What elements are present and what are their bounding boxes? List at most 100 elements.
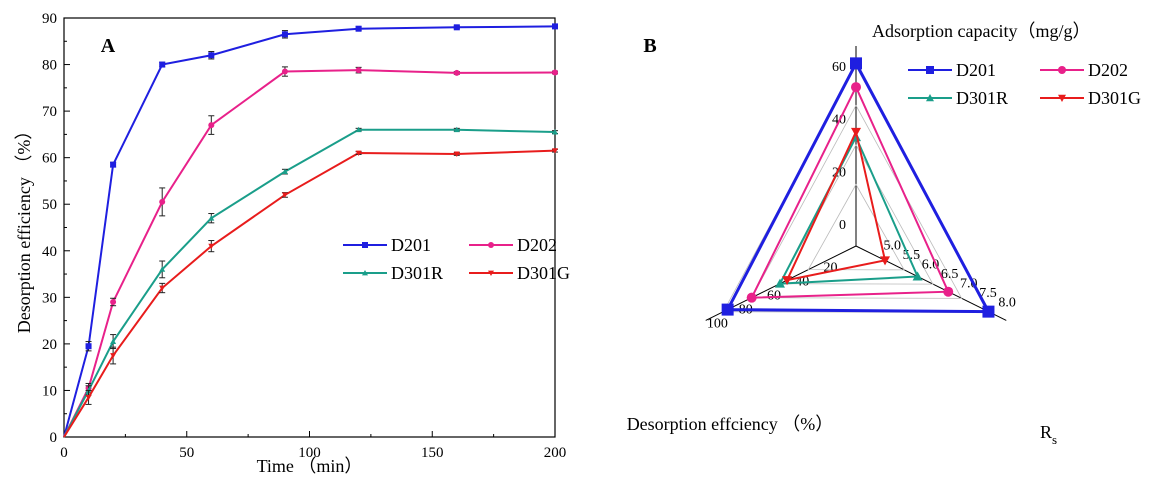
data-point bbox=[159, 198, 166, 205]
data-point bbox=[552, 23, 558, 30]
legend-marker bbox=[488, 270, 494, 276]
data-point bbox=[355, 150, 362, 157]
legend-marker bbox=[926, 94, 934, 102]
radar-series-d301r bbox=[774, 132, 923, 288]
legend-label: D301G bbox=[1088, 88, 1141, 108]
radar-axis-title-desorption: Desorption effciency （%） bbox=[627, 414, 834, 434]
radar-series-polygon bbox=[785, 128, 887, 282]
legend-label: D201 bbox=[391, 235, 431, 255]
radar-chart-panel: B02040605.05.56.06.57.07.58.020406080100… bbox=[627, 21, 1141, 447]
radar-tick-label: 8.0 bbox=[998, 296, 1016, 311]
legend-label: D301R bbox=[391, 263, 443, 283]
radar-tick-label: 7.5 bbox=[979, 286, 997, 301]
radar-data-point bbox=[774, 278, 785, 288]
y-tick-label: 60 bbox=[42, 151, 57, 167]
data-point bbox=[281, 31, 288, 38]
data-point bbox=[281, 168, 288, 175]
data-point bbox=[208, 243, 215, 250]
data-point bbox=[208, 215, 215, 221]
series-d201 bbox=[63, 23, 558, 438]
series-line bbox=[63, 128, 556, 438]
radar-axis-title-rs-subscript: s bbox=[1052, 432, 1057, 447]
radar-data-point bbox=[851, 127, 861, 137]
radar-tick-label: 5.0 bbox=[883, 239, 901, 254]
y-axis-title: Desorption efficiency （%） bbox=[14, 122, 34, 334]
data-point bbox=[453, 151, 460, 157]
radar-data-point bbox=[880, 256, 891, 266]
radar-axis-title-capacity: Adsorption capacity（mg/g） bbox=[872, 21, 1090, 41]
legend: D201 D202 D301R D301G bbox=[343, 235, 570, 283]
data-point bbox=[281, 68, 288, 75]
radar-data-point bbox=[943, 286, 954, 297]
series-d301g bbox=[63, 148, 558, 438]
data-point bbox=[85, 395, 92, 401]
radar-axis-line bbox=[855, 245, 1007, 321]
data-point bbox=[355, 126, 362, 133]
legend-marker bbox=[1058, 94, 1066, 102]
data-point bbox=[159, 266, 166, 272]
legend-marker bbox=[1058, 66, 1066, 74]
y-tick-label: 20 bbox=[42, 337, 57, 353]
radar-series-polygon bbox=[725, 60, 991, 314]
legend-marker bbox=[362, 270, 368, 276]
radar-data-point bbox=[721, 303, 734, 316]
radar-series-polygon bbox=[750, 84, 950, 299]
legend-marker bbox=[926, 66, 934, 74]
plot-frame bbox=[63, 17, 556, 438]
data-point bbox=[453, 69, 460, 76]
legend-label: D201 bbox=[956, 60, 996, 80]
radar-series-d202 bbox=[746, 82, 954, 303]
radar-data-point bbox=[782, 276, 793, 286]
y-tick-label: 0 bbox=[50, 430, 58, 446]
radar-series-d201 bbox=[721, 57, 995, 318]
x-tick-label: 0 bbox=[60, 445, 68, 461]
x-tick-label: 50 bbox=[179, 445, 194, 461]
data-point bbox=[208, 52, 215, 59]
y-tick-label: 90 bbox=[42, 11, 57, 27]
radar-tick-label: 6.5 bbox=[941, 267, 959, 282]
panel-label-a: A bbox=[101, 35, 116, 57]
radar-data-point bbox=[912, 271, 923, 281]
data-point bbox=[110, 338, 117, 344]
data-point bbox=[355, 67, 362, 74]
radar-tick-label: 60 bbox=[832, 60, 846, 75]
radar-tick-label: 100 bbox=[707, 317, 728, 332]
y-tick-label: 30 bbox=[42, 290, 57, 306]
radar-data-point bbox=[746, 292, 757, 303]
data-point bbox=[552, 148, 558, 154]
data-point bbox=[281, 192, 288, 198]
legend-label: D202 bbox=[1088, 60, 1128, 80]
data-point bbox=[552, 129, 558, 135]
data-point bbox=[85, 343, 92, 350]
data-point bbox=[355, 25, 362, 32]
data-point bbox=[110, 298, 117, 305]
line-chart-panel: 0 50 100 150 200 0 10 20 30 40 50 60 70 80 90 Time （min… bbox=[14, 11, 570, 476]
y-tick-label: 50 bbox=[42, 197, 57, 213]
radar-tick-label: 0 bbox=[839, 218, 846, 233]
legend-marker bbox=[362, 242, 368, 248]
radar-axis-title-rs: Rs bbox=[1040, 422, 1057, 447]
data-point bbox=[552, 69, 558, 76]
data-point bbox=[159, 61, 166, 68]
y-tick-label: 80 bbox=[42, 58, 57, 74]
series-d301r bbox=[63, 126, 558, 438]
radar-series-d301g bbox=[782, 127, 891, 286]
series-line bbox=[63, 25, 556, 438]
legend-label: D202 bbox=[517, 235, 557, 255]
series-line bbox=[63, 69, 556, 438]
x-tick-label: 200 bbox=[544, 445, 567, 461]
data-point bbox=[110, 161, 117, 168]
data-point bbox=[110, 353, 117, 359]
radar-data-point bbox=[850, 57, 862, 70]
radar-data-point bbox=[851, 82, 861, 93]
data-point bbox=[159, 285, 166, 292]
data-point bbox=[453, 24, 460, 31]
y-tick-label: 70 bbox=[42, 104, 57, 120]
panel-label-b: B bbox=[643, 35, 656, 57]
series-d202 bbox=[63, 66, 558, 438]
x-tick-label: 150 bbox=[421, 445, 444, 461]
legend-label: D301R bbox=[956, 88, 1008, 108]
series-line bbox=[63, 149, 556, 438]
data-point bbox=[453, 126, 460, 133]
